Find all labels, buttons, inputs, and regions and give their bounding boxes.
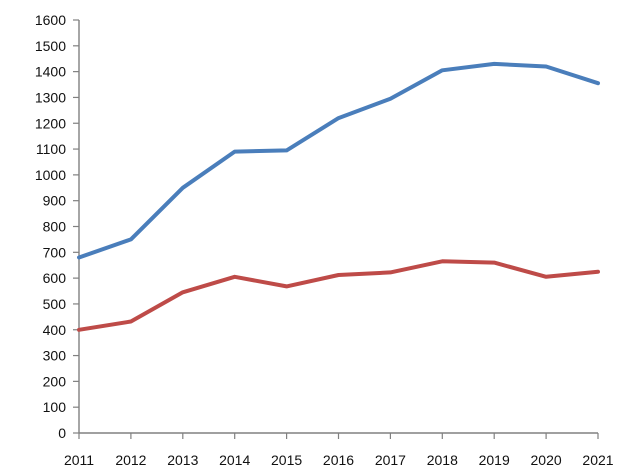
series-layer xyxy=(77,61,600,332)
y-tick-label: 900 xyxy=(43,193,67,209)
x-tick-label: 2011 xyxy=(64,452,94,468)
y-tick-label: 1500 xyxy=(35,38,66,54)
y-tick-label: 600 xyxy=(43,270,67,286)
x-axis: 2011 2012 2013 2014 2015 2016 2017 2018 2019 2020… xyxy=(64,432,614,468)
y-tick-label: 700 xyxy=(43,244,67,260)
x-tick-label: 2013 xyxy=(167,452,198,468)
y-tick-label: 100 xyxy=(43,399,67,415)
x-tick-label: 2012 xyxy=(115,452,146,468)
y-tick-label: 1400 xyxy=(35,64,66,80)
y-tick-label: 1100 xyxy=(36,141,66,157)
y-tick-label: 400 xyxy=(43,322,67,338)
y-tick-label: 500 xyxy=(43,296,67,312)
x-tick-label: 2016 xyxy=(323,452,354,468)
y-axis: 0 100 200 300 400 500 600 700 800 900 1000 1100 1200… xyxy=(35,12,80,441)
x-tick-label: 2021 xyxy=(582,452,613,468)
y-tick-label: 200 xyxy=(43,373,67,389)
x-tick-label: 2015 xyxy=(271,452,302,468)
x-tick-label: 2018 xyxy=(427,452,458,468)
y-tick-label: 1000 xyxy=(35,167,66,183)
series-line-1 xyxy=(77,61,600,260)
x-tick-label: 2020 xyxy=(531,452,562,468)
y-tick-label: 1600 xyxy=(35,12,66,28)
y-tick-label: 1200 xyxy=(35,115,66,131)
x-tick-label: 2017 xyxy=(375,452,406,468)
x-tick-label: 2014 xyxy=(219,452,250,468)
series-line-2 xyxy=(77,259,600,332)
x-tick-label: 2019 xyxy=(479,452,510,468)
y-tick-label: 0 xyxy=(58,425,66,441)
y-tick-label: 800 xyxy=(43,219,67,235)
y-tick-label: 1300 xyxy=(35,89,66,105)
y-tick-label: 300 xyxy=(43,348,67,364)
